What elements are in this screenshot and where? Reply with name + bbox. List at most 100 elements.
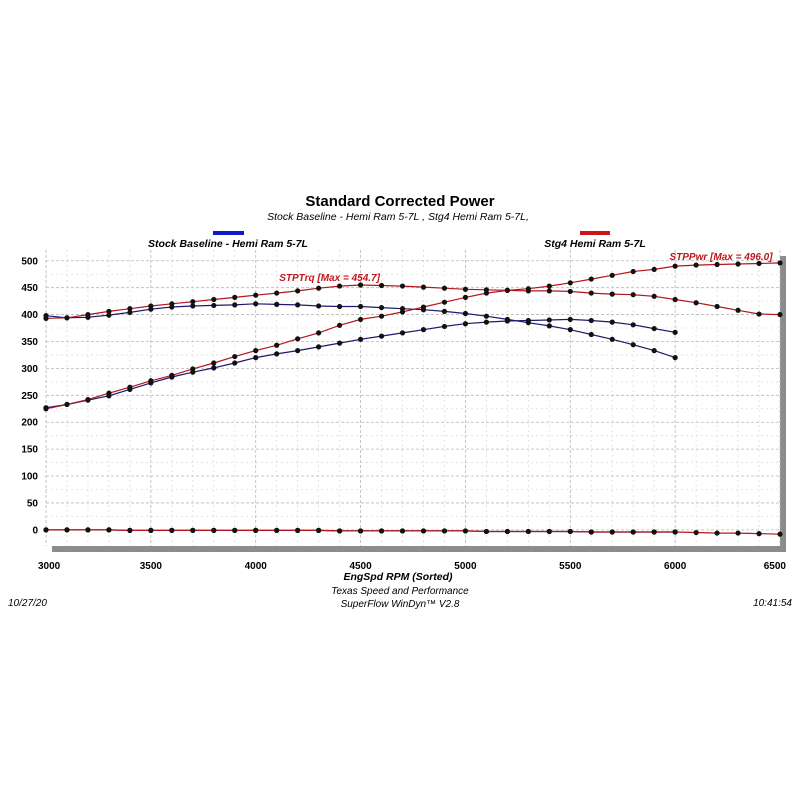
series-4 <box>43 260 783 412</box>
data-point <box>274 301 280 307</box>
data-point <box>609 319 615 325</box>
data-point <box>735 530 741 536</box>
data-point <box>43 315 49 321</box>
data-point <box>169 301 175 307</box>
chart-subtitle: Stock Baseline - Hemi Ram 5-7L , Stg4 He… <box>267 211 529 223</box>
data-point <box>211 360 217 366</box>
data-point <box>441 528 448 534</box>
data-point <box>441 299 448 305</box>
data-point <box>483 313 489 319</box>
data-point <box>85 397 91 403</box>
legend-label-stg4: Stg4 Hemi Ram 5-7L <box>544 238 646 250</box>
data-point <box>190 299 196 305</box>
data-point <box>630 292 636 298</box>
data-point <box>777 260 783 266</box>
series-layer <box>43 260 783 537</box>
data-point <box>64 315 70 321</box>
data-point <box>609 336 615 342</box>
data-point <box>483 319 489 325</box>
data-point <box>756 531 762 537</box>
data-point <box>232 353 238 360</box>
data-point <box>651 293 657 299</box>
y-tick-label: 200 <box>21 418 38 429</box>
annotation-power-max: STPPwr [Max = 496.0] <box>669 252 773 263</box>
gridlines <box>45 250 781 546</box>
data-point <box>735 307 741 313</box>
data-point <box>337 322 343 328</box>
data-point <box>672 263 678 269</box>
data-point <box>106 308 112 314</box>
data-point <box>588 276 594 282</box>
data-point <box>316 527 322 533</box>
data-point <box>672 355 678 361</box>
data-point <box>43 527 49 533</box>
data-point <box>462 310 469 317</box>
footer-date: 10/27/20 <box>8 598 47 609</box>
data-point <box>337 283 343 289</box>
data-point <box>630 529 636 535</box>
data-point <box>525 317 531 324</box>
data-point <box>295 348 301 354</box>
data-point <box>462 528 469 534</box>
data-point <box>127 527 133 533</box>
data-point <box>337 528 343 534</box>
annotation-torque-max: STPTrq [Max = 454.7] <box>279 273 380 284</box>
y-tick-label: 500 <box>21 256 38 267</box>
data-point <box>546 317 552 323</box>
data-point <box>399 528 406 534</box>
legend-label-stock: Stock Baseline - Hemi Ram 5-7L <box>148 238 308 250</box>
data-point <box>441 308 448 314</box>
data-point <box>337 303 343 310</box>
data-point <box>64 401 70 408</box>
y-tick-label: 350 <box>21 337 38 348</box>
data-point <box>714 261 720 268</box>
x-tick-label: 3000 <box>38 561 61 572</box>
footer-software: SuperFlow WinDyn™ V2.8 <box>341 599 460 610</box>
data-point <box>420 327 427 333</box>
data-point <box>169 527 175 533</box>
data-point <box>588 290 594 296</box>
plot-area <box>46 250 780 546</box>
series-line <box>46 529 781 535</box>
data-point <box>378 304 385 311</box>
data-point <box>295 302 301 308</box>
data-point <box>609 272 615 278</box>
data-point <box>399 283 406 289</box>
data-point <box>190 303 196 309</box>
data-point <box>714 530 720 536</box>
data-point <box>148 303 154 309</box>
data-point <box>211 527 217 533</box>
data-point <box>588 317 594 324</box>
data-point <box>609 291 615 297</box>
data-point <box>441 285 448 291</box>
data-point <box>630 322 636 328</box>
y-tick-label: 300 <box>21 364 38 375</box>
data-point <box>693 262 699 268</box>
series-5 <box>43 527 783 537</box>
data-point <box>546 283 552 289</box>
data-point <box>462 286 469 292</box>
data-point <box>211 302 217 309</box>
data-point <box>672 329 678 335</box>
data-point <box>609 529 615 535</box>
data-point <box>127 309 133 316</box>
series-line <box>45 284 781 319</box>
data-point <box>295 336 301 342</box>
data-point <box>504 287 510 293</box>
data-point <box>253 355 259 361</box>
footer-company: Texas Speed and Performance <box>331 586 469 597</box>
data-point <box>337 340 343 346</box>
y-tick-label: 450 <box>21 283 38 294</box>
chart-title: Standard Corrected Power <box>305 193 494 210</box>
data-point <box>504 318 510 324</box>
data-point <box>504 528 510 535</box>
data-point <box>567 327 573 333</box>
data-point <box>651 325 657 332</box>
data-point <box>378 313 385 319</box>
data-point <box>316 303 322 309</box>
data-point <box>232 527 238 533</box>
data-point <box>420 304 427 310</box>
data-point <box>43 406 49 412</box>
series-3 <box>43 282 783 321</box>
data-point <box>357 336 364 342</box>
